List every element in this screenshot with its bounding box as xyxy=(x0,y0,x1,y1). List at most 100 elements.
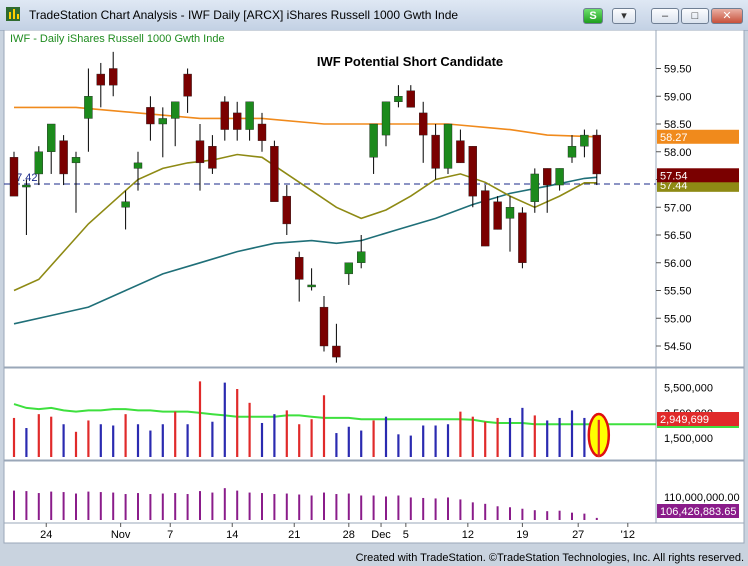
date-axis-panel xyxy=(3,522,745,544)
candle-body xyxy=(47,123,56,152)
candle-body xyxy=(282,195,291,225)
last-price-label: 57.54 xyxy=(660,170,688,182)
date-tick-label: 21 xyxy=(288,529,300,541)
candle-body xyxy=(419,112,428,136)
candle-body xyxy=(369,123,378,158)
candle-body xyxy=(220,101,230,130)
candle-body xyxy=(170,101,180,119)
volume-average-marker xyxy=(657,426,739,428)
chevron-down-icon: ▾ xyxy=(621,10,627,22)
minimize-icon: – xyxy=(661,10,669,22)
candle-body xyxy=(307,284,316,288)
candle-body xyxy=(592,134,601,175)
candle-body xyxy=(357,251,366,263)
candle-body xyxy=(555,168,564,186)
candle-body xyxy=(394,96,403,103)
oscillator-value-label: 106,426,883.65 xyxy=(660,506,736,518)
price-tick-label: 59.50 xyxy=(664,64,692,76)
candle-body xyxy=(9,157,19,197)
price-tick-label: 55.00 xyxy=(664,313,692,325)
date-tick-label: 28 xyxy=(343,529,355,541)
candle-body xyxy=(59,140,68,175)
volume-value-label: 2,949,699 xyxy=(660,414,709,426)
price-tick-label: 58.50 xyxy=(664,119,692,131)
candle-body xyxy=(567,145,577,158)
candle-body xyxy=(518,212,527,263)
date-tick-label: '12 xyxy=(621,529,635,541)
candle-body xyxy=(245,101,254,130)
orange-ma-value-label: 58.27 xyxy=(660,132,688,144)
tradestation-app-icon xyxy=(6,7,20,21)
date-tick-label: 14 xyxy=(226,529,238,541)
volume-tick-label: 5,500,000 xyxy=(664,383,713,395)
oscillator-plot xyxy=(13,488,598,520)
candle-body xyxy=(232,112,242,130)
orange-ma-value-label-flag xyxy=(657,129,739,144)
price-tick-label: 56.50 xyxy=(664,230,692,242)
price-tick-label: 57.00 xyxy=(664,202,692,214)
chart-canvas[interactable]: IWF - Daily iShares Russell 1000 Gwth In… xyxy=(0,30,748,552)
candle-body xyxy=(270,145,279,202)
s-button-label: S xyxy=(589,10,597,22)
price-tick-label: 56.00 xyxy=(664,258,692,270)
date-tick-label: Nov xyxy=(111,529,131,541)
menu-dropdown-button[interactable]: ▾ xyxy=(612,8,636,24)
price-tick-label: 58.00 xyxy=(664,147,692,159)
candle-body xyxy=(257,123,267,141)
candle-body xyxy=(406,90,415,108)
candle-body xyxy=(319,306,329,347)
date-tick-label: 27 xyxy=(572,529,584,541)
candle-body xyxy=(481,190,490,247)
candle-body xyxy=(121,201,130,208)
date-tick-label: 12 xyxy=(462,529,474,541)
candle-body xyxy=(195,140,205,164)
candle-body xyxy=(543,168,552,186)
maximize-button[interactable]: □ xyxy=(681,8,709,24)
axis-labels: 54.5055.0055.5056.0056.5057.0057.5058.00… xyxy=(40,64,740,542)
candle-body xyxy=(530,173,539,202)
chart-annotation: IWF Potential Short Candidate xyxy=(317,54,503,69)
candle-body xyxy=(208,145,217,169)
candle-body xyxy=(332,345,341,358)
olive-moving-average-line xyxy=(13,153,597,292)
candle-body xyxy=(493,201,502,230)
candle-body xyxy=(456,140,465,164)
candle-body xyxy=(158,118,168,125)
candle-body xyxy=(146,107,155,125)
olive-ma-value-label: 57.44 xyxy=(660,180,688,192)
date-tick-label: Dec xyxy=(371,529,391,541)
date-tick-label: 7 xyxy=(167,529,173,541)
price-tick-label: 59.00 xyxy=(664,91,692,103)
candle-body xyxy=(295,257,304,280)
date-tick-label: 19 xyxy=(516,529,528,541)
candle-body xyxy=(344,262,353,275)
candle-body xyxy=(505,207,515,219)
orange-moving-average-line xyxy=(14,106,597,138)
last-price-label-flag xyxy=(657,168,739,183)
minimize-button[interactable]: – xyxy=(651,8,679,24)
volume-plot xyxy=(12,381,656,458)
oscillator-tick-label: 110,000,000.00 xyxy=(664,492,740,504)
candle-body xyxy=(71,157,81,164)
price-plot: 57.42 xyxy=(4,51,656,363)
volume-tick-label: 1,500,000 xyxy=(664,433,713,445)
date-tick-label: 24 xyxy=(40,529,52,541)
candle-body xyxy=(34,151,43,175)
close-icon: ✕ xyxy=(722,10,732,22)
candle-body xyxy=(183,73,192,97)
symbol-label: IWF - Daily iShares Russell 1000 Gwth In… xyxy=(10,33,225,45)
candle-body xyxy=(84,96,93,119)
strategy-s-button[interactable]: S xyxy=(583,8,603,24)
title-bar[interactable]: TradeStation Chart Analysis - IWF Daily … xyxy=(0,0,748,31)
maximize-icon: □ xyxy=(691,10,699,22)
candle-body xyxy=(381,101,391,136)
price-axis-panel xyxy=(655,30,745,368)
candle-body xyxy=(108,68,118,86)
candle-body xyxy=(431,134,440,169)
teal-moving-average-line xyxy=(13,176,597,325)
close-button[interactable]: ✕ xyxy=(711,8,743,24)
date-tick-label: 5 xyxy=(403,529,409,541)
footer-copyright: Created with TradeStation. ©TradeStation… xyxy=(355,552,744,564)
candle-body xyxy=(133,162,143,169)
price-tick-label: 55.50 xyxy=(664,286,692,298)
